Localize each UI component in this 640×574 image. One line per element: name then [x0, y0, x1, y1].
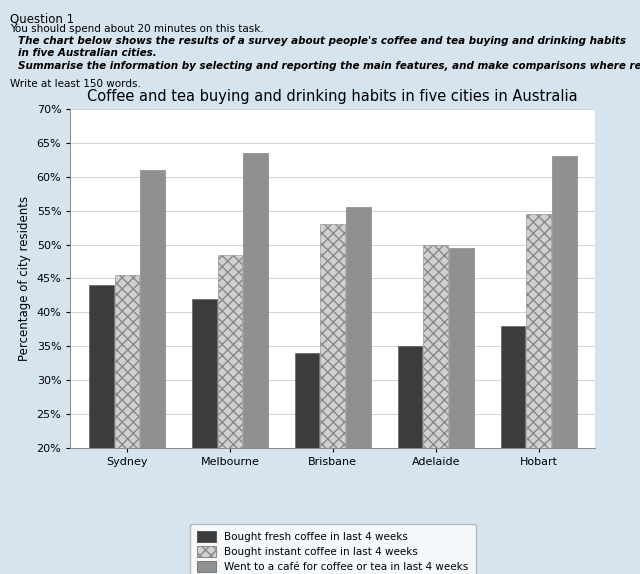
- Text: You should spend about 20 minutes on this task.: You should spend about 20 minutes on thi…: [10, 24, 263, 34]
- Bar: [218, 255, 243, 574]
- Title: Coffee and tea buying and drinking habits in five cities in Australia: Coffee and tea buying and drinking habit…: [88, 89, 578, 104]
- Y-axis label: Percentage of city residents: Percentage of city residents: [18, 196, 31, 361]
- Text: Summarise the information by selecting and reporting the main features, and make: Summarise the information by selecting a…: [18, 61, 640, 71]
- Bar: [449, 248, 474, 574]
- Text: Question 1: Question 1: [10, 13, 74, 26]
- Bar: [423, 245, 448, 574]
- Bar: [526, 214, 551, 574]
- Bar: [192, 298, 216, 574]
- Bar: [115, 275, 140, 574]
- Bar: [397, 346, 422, 574]
- Text: The chart below shows the results of a survey about people's coffee and tea buyi: The chart below shows the results of a s…: [18, 36, 626, 57]
- Bar: [243, 153, 268, 574]
- Text: Write at least 150 words.: Write at least 150 words.: [10, 79, 140, 89]
- Bar: [140, 170, 165, 574]
- Bar: [500, 326, 525, 574]
- Bar: [552, 157, 577, 574]
- Bar: [89, 285, 114, 574]
- Bar: [295, 353, 319, 574]
- Legend: Bought fresh coffee in last 4 weeks, Bought instant coffee in last 4 weeks, Went: Bought fresh coffee in last 4 weeks, Bou…: [190, 524, 476, 574]
- Bar: [346, 207, 371, 574]
- Bar: [321, 224, 345, 574]
